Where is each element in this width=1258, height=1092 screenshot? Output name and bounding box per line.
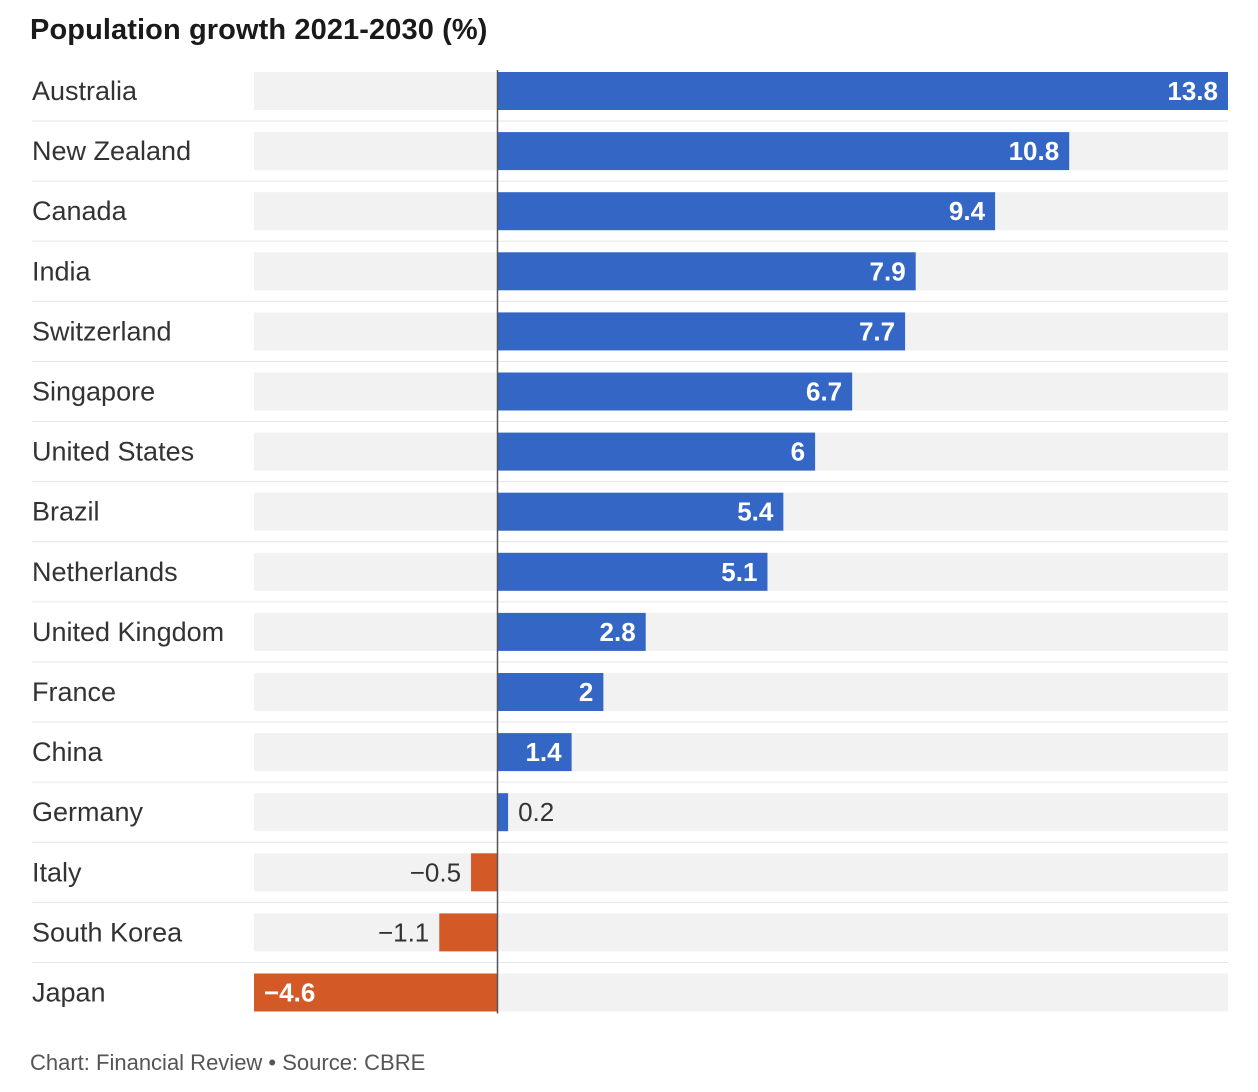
value-label: 5.1	[721, 557, 757, 587]
bar-track	[254, 733, 1228, 772]
value-label: 2.8	[600, 617, 636, 647]
value-label: 10.8	[1009, 136, 1060, 166]
value-label: 5.4	[737, 497, 774, 527]
category-label: Australia	[32, 76, 138, 106]
value-label: −0.5	[410, 857, 461, 887]
bar	[497, 312, 906, 351]
category-label: China	[32, 737, 104, 767]
bar-track	[254, 673, 1228, 711]
bar	[497, 72, 1228, 110]
chart-title: Population growth 2021-2030 (%)	[30, 14, 488, 46]
value-label: 13.8	[1167, 76, 1218, 106]
category-label: India	[32, 256, 92, 286]
bar-track	[254, 612, 1228, 651]
category-label: Canada	[32, 196, 128, 226]
bar	[497, 252, 916, 291]
bar	[497, 132, 1070, 171]
bar	[471, 853, 498, 892]
bar-track	[254, 913, 1228, 952]
value-label: 6.7	[806, 377, 842, 407]
bar	[497, 432, 816, 471]
bar	[254, 973, 498, 1012]
bar-track	[254, 793, 1228, 832]
bar	[497, 192, 996, 231]
value-label: 1.4	[525, 737, 562, 767]
bar	[497, 372, 853, 411]
bar	[497, 733, 572, 772]
category-label: South Korea	[32, 917, 183, 947]
bar-track	[254, 853, 1228, 892]
bar	[497, 793, 509, 832]
category-label: Japan	[32, 978, 106, 1008]
category-label: Brazil	[32, 497, 100, 527]
value-label: 9.4	[949, 196, 986, 226]
category-label: Germany	[32, 797, 144, 827]
chart-source-footer: Chart: Financial Review • Source: CBRE	[30, 1050, 426, 1075]
value-label: −4.6	[264, 978, 315, 1008]
bar	[497, 552, 768, 591]
category-label: Singapore	[32, 377, 155, 407]
value-label: 2	[579, 677, 593, 707]
category-label: United Kingdom	[32, 617, 224, 647]
value-label: 6	[791, 437, 805, 467]
bar	[497, 612, 646, 651]
value-label: 7.7	[859, 316, 895, 346]
bar-chart: Australia 13.8 New Zealand 10.8 Canada 9.4 Ind…	[32, 70, 1228, 1014]
value-label: 7.9	[870, 256, 906, 286]
bar	[439, 913, 498, 952]
category-label: France	[32, 677, 116, 707]
value-label: −1.1	[378, 917, 429, 947]
bar	[497, 492, 784, 531]
value-label: 0.2	[518, 797, 554, 827]
category-label: Switzerland	[32, 316, 172, 346]
category-label: Netherlands	[32, 557, 178, 587]
category-label: New Zealand	[32, 136, 191, 166]
bar	[497, 673, 604, 711]
category-label: United States	[32, 437, 194, 467]
category-label: Italy	[32, 857, 82, 887]
